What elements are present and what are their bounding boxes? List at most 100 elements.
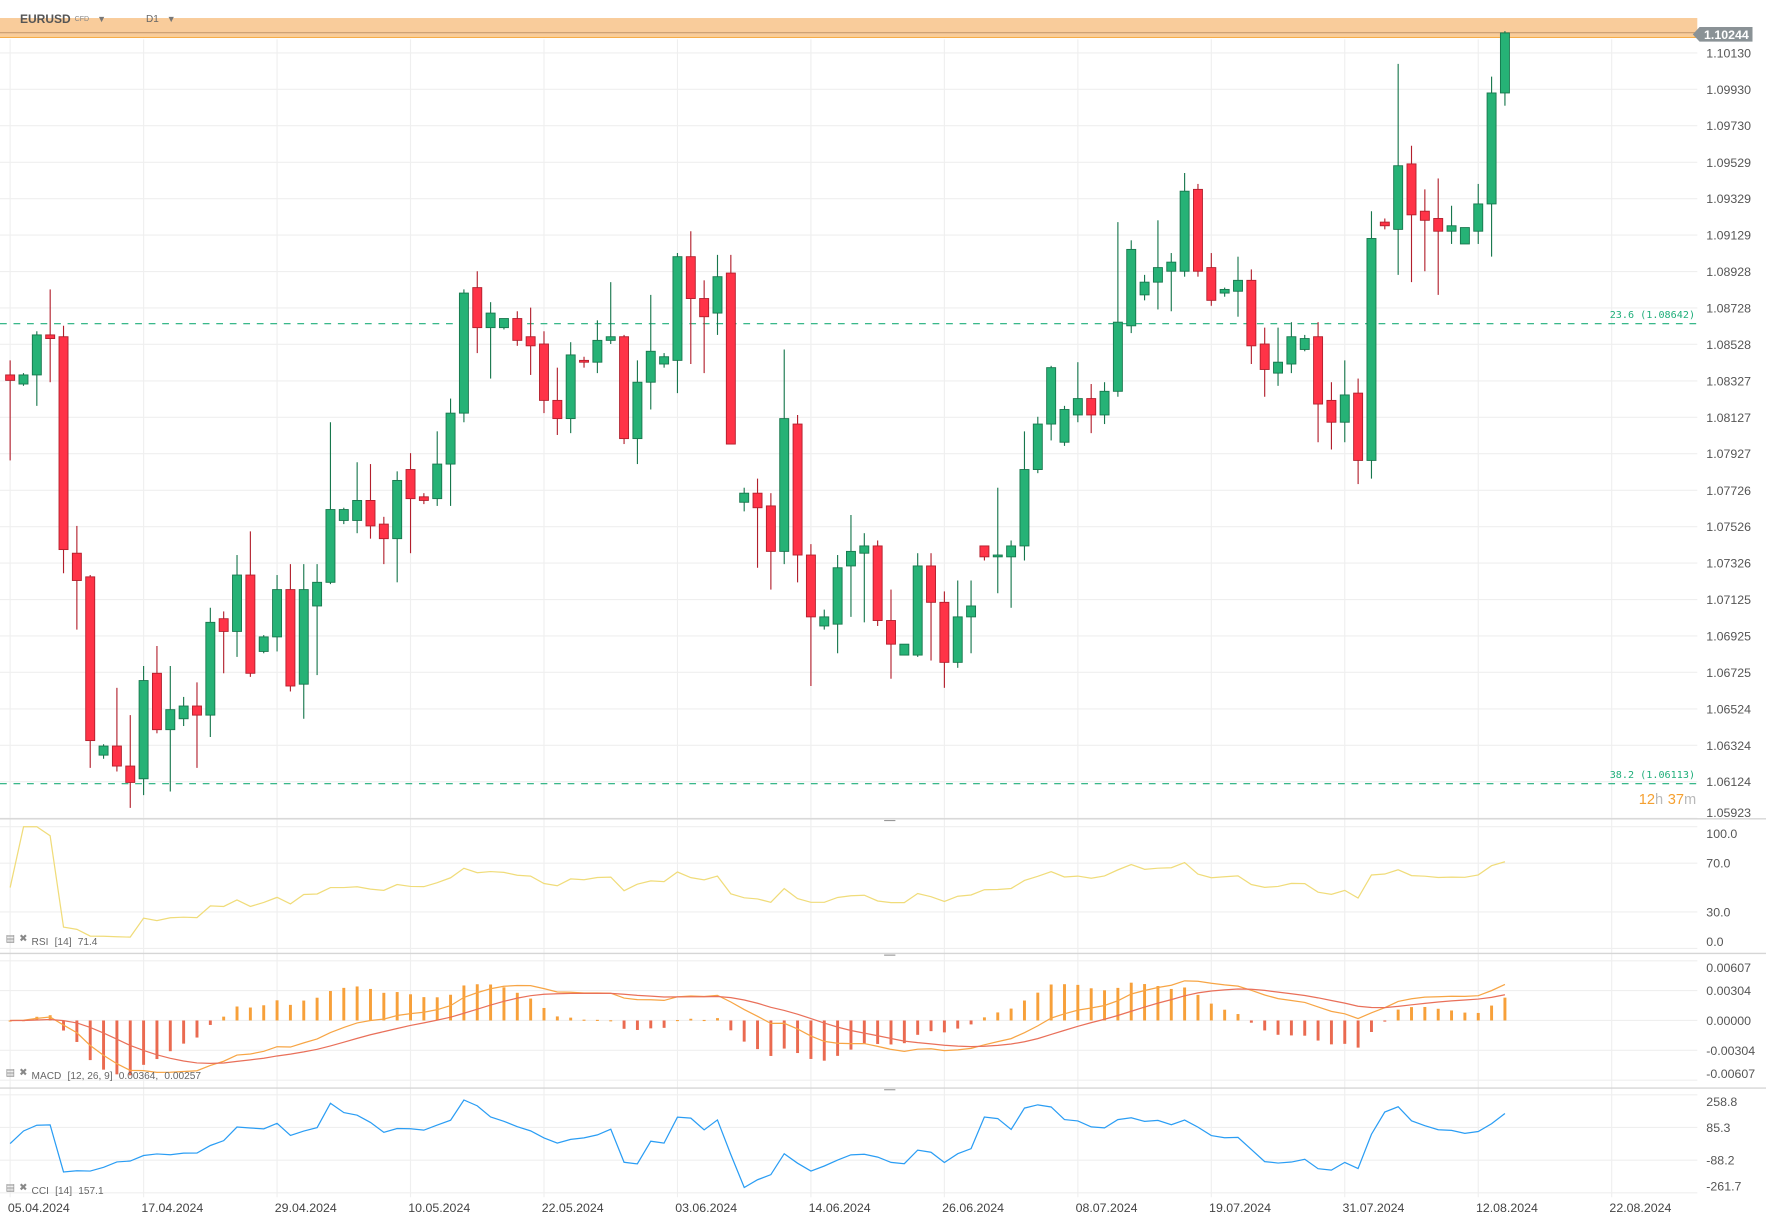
candle-body [192, 705, 202, 716]
cci-close-icon[interactable]: ✖ [19, 1183, 27, 1194]
candle-body [232, 574, 242, 632]
symbol-selector[interactable]: EURUSD [20, 12, 71, 26]
indicator-tick-label: 258.8 [1706, 1095, 1737, 1109]
candle-body [432, 463, 443, 500]
timeframe-selector[interactable]: D1 [145, 13, 159, 25]
current-price-tag: 1.10244 [1692, 27, 1753, 42]
candle-body [31, 334, 42, 376]
countdown-minutes: 37 [1668, 792, 1684, 808]
macd-close-icon[interactable]: ✖ [19, 1068, 27, 1079]
panel-separators[interactable] [0, 818, 1766, 1091]
indicator-tick-label: 0.00304 [1706, 984, 1751, 998]
candle-bullish [779, 349, 790, 565]
highlight-band [0, 18, 1698, 37]
timeframe-dropdown-caret-icon[interactable]: ▼ [166, 14, 176, 24]
macd-histogram-bar [822, 1020, 826, 1061]
candle-bearish [979, 545, 990, 561]
candle-bullish [592, 320, 603, 374]
macd-histogram-bar [462, 985, 466, 1021]
macd-histogram-bar [1169, 988, 1173, 1021]
cci-name: CCI [32, 1186, 49, 1197]
candle-body [1393, 165, 1404, 230]
rsi-close-icon[interactable]: ✖ [19, 934, 27, 945]
rsi-settings-icon[interactable]: ▤ [6, 934, 16, 945]
fib-level-label: 23.6 (1.08642) [1610, 310, 1695, 321]
macd-histogram-bar [355, 986, 359, 1021]
candle-body [272, 589, 283, 638]
candle-bullish [165, 665, 176, 792]
cci-line [9, 1099, 1506, 1189]
candle-bearish [218, 611, 229, 674]
macd-histogram-bar [982, 1017, 986, 1021]
candle-bullish [846, 515, 856, 617]
macd-histogram-bar [756, 1020, 759, 1050]
macd-histogram-bar [1143, 984, 1147, 1021]
macd-histogram-bar [1503, 997, 1507, 1021]
candle-bearish [472, 271, 483, 354]
candle-body [178, 705, 189, 720]
candle-bullish [138, 665, 149, 796]
candle-bearish [111, 687, 122, 772]
cci-settings-icon[interactable]: ▤ [6, 1183, 16, 1194]
candle-bullish [325, 422, 336, 585]
cci-legend: ▤ ✖ CCI [14] 157.1 [6, 1183, 104, 1197]
candle-bullish [498, 318, 509, 330]
macd-histogram-bar [102, 1020, 106, 1070]
date-tick-label: 08.07.2024 [1076, 1201, 1138, 1215]
date-axis[interactable]: 05.04.2024 17.04.2024 29.04.2024 10.05.2024… [8, 1201, 1672, 1215]
candle-body [472, 287, 483, 329]
candle-bullish [1059, 405, 1070, 446]
price-tick-label: 1.07927 [1706, 447, 1751, 461]
candle-bullish [1499, 31, 1510, 106]
symbol-dropdown-caret-icon[interactable]: ▼ [97, 14, 106, 24]
price-tick-label: 1.06925 [1706, 629, 1751, 643]
candle-bearish [1259, 327, 1270, 397]
price-axis[interactable]: 1.10130 1.09930 1.09730 1.09529 1.09329 1.091… [1706, 46, 1751, 820]
macd-histogram-bar [1089, 988, 1093, 1021]
macd-histogram-bar [1490, 1005, 1494, 1021]
macd-histogram-bar [1076, 984, 1080, 1021]
price-tick-label: 1.09129 [1706, 229, 1751, 243]
candle-body [752, 492, 763, 509]
macd-settings-icon[interactable]: ▤ [6, 1068, 16, 1079]
candle-bearish [512, 311, 523, 346]
candle-bearish [405, 453, 416, 554]
macd-histogram-bar [382, 992, 386, 1021]
candle-body [579, 359, 589, 363]
macd-histogram-bar [635, 1020, 639, 1030]
candle-bearish [378, 516, 389, 565]
candle-bullish [1046, 365, 1057, 441]
candle-bearish [151, 645, 162, 734]
candle-bullish [659, 353, 670, 368]
candle-countdown: 12h 37m [1639, 792, 1696, 808]
candle-bearish [539, 331, 549, 414]
fibonacci-levels[interactable]: 23.6 (1.08642) 38.2 (1.06113) [0, 310, 1698, 785]
price-tick-label: 1.06124 [1706, 775, 1751, 789]
macd-histogram-bar [422, 997, 426, 1021]
candle-bearish [1206, 253, 1217, 306]
macd-histogram-bar [542, 1007, 546, 1021]
macd-histogram-bar [929, 1020, 933, 1032]
rsi-panel: 100.0 70.0 30.0 0.0 [0, 826, 1737, 949]
candle-body [645, 350, 656, 383]
macd-histogram-bar [1116, 987, 1120, 1021]
macd-histogram-bar [1356, 1020, 1360, 1048]
candle-body [58, 336, 69, 551]
macd-signal-value: 0.00257 [164, 1071, 201, 1082]
candle-body [218, 618, 229, 632]
macd-histogram-bar [609, 1020, 613, 1022]
candle-body [792, 423, 803, 556]
macd-histogram-bar [1263, 1020, 1267, 1031]
macd-histogram-bar [1423, 1006, 1427, 1021]
candle-body [979, 545, 990, 558]
candle-bearish [245, 531, 256, 677]
candle-body [298, 589, 309, 685]
candle-bearish [85, 575, 96, 768]
candle-bullish [1166, 253, 1177, 312]
candle-bearish [752, 478, 763, 568]
candle-bearish [192, 682, 202, 768]
candle-body [926, 565, 936, 603]
candle-body [765, 505, 776, 552]
macd-histogram-bar [1476, 1012, 1480, 1021]
